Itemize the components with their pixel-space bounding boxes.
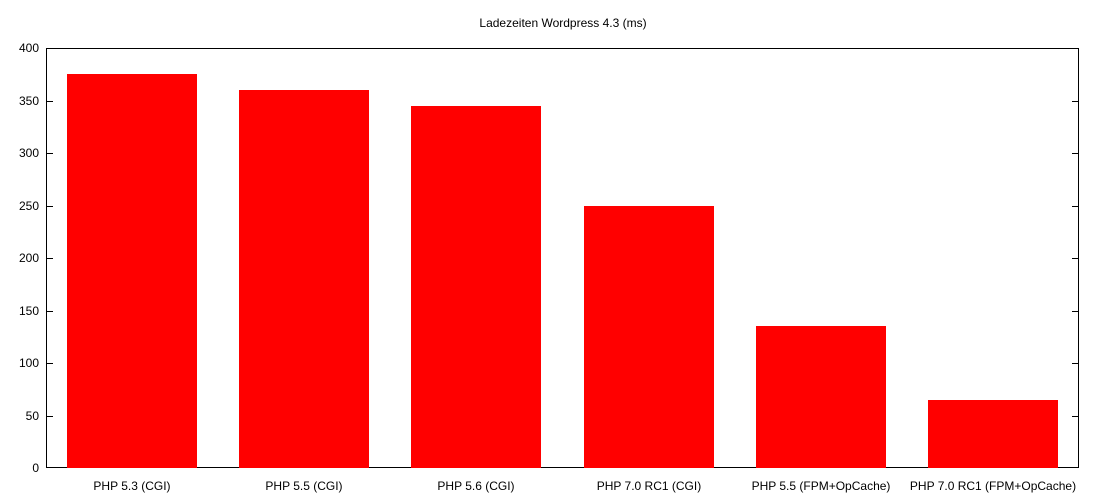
chart-title: Ladezeiten Wordpress 4.3 (ms) — [479, 16, 647, 30]
bar — [928, 400, 1058, 468]
y-tick-label: 250 — [18, 199, 39, 213]
y-tick-mark — [46, 153, 53, 154]
y-tick-label: 350 — [18, 94, 39, 108]
y-tick-mark — [46, 416, 53, 417]
x-tick-label: PHP 5.3 (CGI) — [93, 479, 171, 493]
y-tick-mark-right — [1072, 311, 1079, 312]
y-tick-mark — [46, 258, 53, 259]
y-tick-mark-right — [1072, 416, 1079, 417]
y-tick-mark — [46, 363, 53, 364]
y-tick-mark — [46, 311, 53, 312]
y-tick-mark — [46, 206, 53, 207]
bar — [584, 206, 714, 468]
y-tick-label: 300 — [18, 146, 39, 160]
y-tick-mark-right — [1072, 363, 1079, 364]
x-tick-label: PHP 5.5 (CGI) — [265, 479, 343, 493]
plot-area — [46, 48, 1079, 468]
bar — [411, 106, 541, 468]
y-tick-mark-right — [1072, 101, 1079, 102]
y-tick-mark-right — [1072, 153, 1079, 154]
x-tick-label: PHP 5.6 (CGI) — [437, 479, 515, 493]
y-tick-mark-right — [1072, 206, 1079, 207]
y-tick-label: 50 — [25, 409, 39, 423]
bar — [67, 74, 197, 468]
y-tick-label: 400 — [18, 41, 39, 55]
y-tick-label: 200 — [18, 251, 39, 265]
y-tick-mark-right — [1072, 258, 1079, 259]
x-tick-label: PHP 7.0 RC1 (CGI) — [596, 479, 702, 493]
y-tick-label: 0 — [32, 461, 39, 475]
bar — [756, 326, 886, 468]
x-tick-label: PHP 7.0 RC1 (FPM+OpCache) — [909, 479, 1077, 493]
y-tick-label: 150 — [18, 304, 39, 318]
y-tick-label: 100 — [18, 356, 39, 370]
bar — [239, 90, 369, 468]
x-tick-label: PHP 5.5 (FPM+OpCache) — [751, 479, 891, 493]
y-tick-mark — [46, 101, 53, 102]
